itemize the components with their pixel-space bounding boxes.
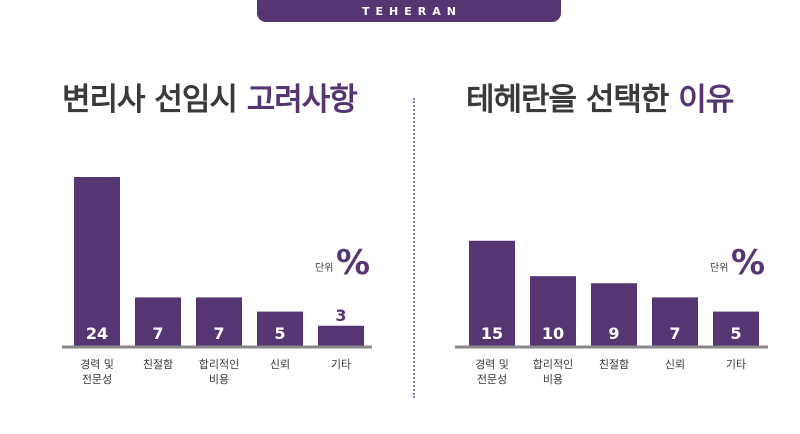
center-divider: [413, 98, 415, 398]
brand-name: TEHERAN: [362, 4, 462, 18]
right-title-highlight: 이유: [678, 82, 734, 118]
left-bar-2: [196, 297, 242, 347]
right-category-label-1: 합리적인 비용: [533, 358, 573, 386]
right-category-label-3: 신뢰: [665, 358, 685, 371]
left-bar-value-4: 3: [335, 306, 346, 325]
right-bar-0: [469, 240, 515, 347]
left-bar-0: [74, 177, 120, 347]
left-bar-value-1: 7: [152, 324, 163, 343]
left-title-main: 변리사 선임시: [62, 82, 247, 118]
right-bar-value-3: 7: [669, 324, 680, 343]
left-bar-1: [135, 297, 181, 347]
left-category-label-3: 신뢰: [270, 358, 290, 371]
right-title-main: 테헤란을 선택한: [466, 82, 679, 118]
left-bar-value-3: 5: [274, 324, 285, 343]
left-chart-title: 변리사 선임시 고려사항: [62, 74, 358, 119]
left-category-label-2: 합리적인 비용: [199, 358, 239, 386]
left-bar-value-2: 7: [213, 324, 224, 343]
left-bar-3: [257, 311, 303, 347]
right-bar-2: [591, 283, 637, 347]
right-bar-value-4: 5: [730, 324, 741, 343]
left-bar-chart: 24 경력 및 전문성 7 친절함 7 합리적인 비용 5 신뢰 3 기타 단위%: [62, 177, 372, 386]
right-bar-4: [713, 311, 759, 347]
left-category-label-4: 기타: [331, 358, 351, 371]
right-bar-value-0: 15: [481, 324, 503, 343]
left-bar-value-0: 24: [86, 324, 108, 343]
right-unit-symbol: %: [731, 243, 765, 283]
right-category-label-0: 경력 및 전문성: [475, 358, 509, 386]
right-bar-1: [530, 276, 576, 347]
left-category-label-0: 경력 및 전문성: [80, 358, 114, 386]
right-bar-value-1: 10: [542, 324, 564, 343]
left-bar-4: [318, 325, 364, 347]
left-title-highlight: 고려사항: [246, 82, 358, 118]
right-category-label-4: 기타: [726, 358, 746, 371]
right-bar-value-2: 9: [608, 324, 619, 343]
left-unit-symbol: %: [336, 243, 370, 283]
left-category-label-1: 친절함: [143, 358, 173, 371]
brand-tab: TEHERAN: [257, 0, 561, 22]
right-unit-label: 단위: [710, 261, 728, 274]
right-bar-3: [652, 297, 698, 347]
right-category-label-2: 친절함: [599, 358, 629, 371]
right-chart-title: 테헤란을 선택한 이유: [466, 74, 734, 119]
left-unit-label: 단위: [315, 261, 333, 274]
